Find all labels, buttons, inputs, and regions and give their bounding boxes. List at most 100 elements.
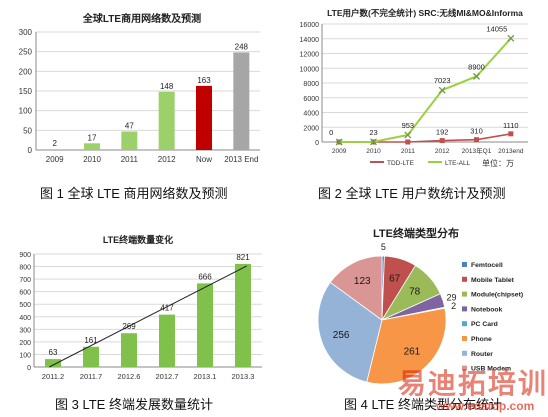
chart-2-ytick: 10000 [300, 66, 320, 73]
chart-2-xtick: 2012 [435, 148, 450, 155]
chart-2-data-label: 953 [402, 121, 415, 130]
chart-2-title: LTE用户数(不完全统计) SRC:无线MI&MO&Informa [327, 8, 523, 18]
chart-4-slice [317, 281, 383, 383]
chart-2-ytick: 6000 [303, 96, 319, 103]
chart-4-slice [329, 255, 383, 321]
chart-2-data-label: 8900 [468, 62, 485, 71]
chart-3-ytick: 400 [19, 315, 31, 322]
chart-2-data-label: 310 [470, 127, 483, 136]
watermark-url: www.edatop.com [436, 399, 535, 413]
chart-3-xtick: 2012.7 [156, 372, 179, 381]
chart-1-ytick: 150 [19, 87, 33, 96]
chart-1-ytick: 0 [28, 146, 33, 155]
chart-1-bar [233, 52, 250, 150]
chart-3-xtick: 2013.3 [232, 372, 255, 381]
chart-1-ytick: 100 [19, 107, 33, 116]
chart-4-data-label: 67 [389, 273, 401, 284]
caption-fig1: 图 1 全球 LTE 商用网络数及预测 [40, 186, 228, 201]
chart-2-data-label: 0 [329, 128, 333, 137]
chart-2-legend-label: LTE-ALL [445, 160, 471, 167]
chart-4-data-label: 2 [451, 301, 456, 311]
chart-2-ytick: 0 [315, 140, 319, 147]
chart-3-data-label: 821 [236, 253, 250, 262]
chart-2-data-label: 192 [436, 128, 449, 137]
chart-3-data-label: 63 [49, 348, 58, 357]
chart-3-xtick: 2011.2 [42, 372, 64, 381]
chart-4: LTE终端类型分布 5 67 78 292 261 256 123 Femtocell Mobil… [317, 226, 523, 385]
chart-3-data-label: 269 [122, 322, 136, 331]
chart-1-xtick: 2013 End [224, 155, 258, 164]
chart-1-xtick: 2011 [121, 155, 139, 164]
chart-3-xtick: 2012.6 [118, 372, 141, 381]
chart-1-data-label: 17 [88, 133, 97, 142]
chart-2-xtick: 2013end [498, 148, 524, 155]
chart-2-point [474, 137, 479, 143]
chart-1-data-label: 248 [235, 42, 249, 51]
chart-3-bar [121, 333, 137, 367]
chart-1-data-label: 148 [160, 82, 174, 91]
chart-panel-1: 全球LTE商用网络数及预测 0 50 100 150 200 250 300 2 2009 17 20… [4, 2, 272, 177]
chart-4-data-label: 261 [404, 347, 421, 358]
chart-4-data-label: 29 [446, 293, 456, 303]
chart-2-point [404, 131, 412, 139]
chart-2-data-label: 1110 [503, 121, 519, 130]
chart-1-ytick: 200 [19, 67, 33, 76]
chart-panel-4: LTE终端类型分布 5 67 78 29 2 261 256 123 Femtocell Mobil… [306, 220, 546, 390]
chart-2-point [335, 138, 343, 146]
chart-2-point [405, 139, 411, 145]
chart-3-title: LTE终端数量变化 [103, 234, 173, 245]
chart-3-bar [83, 346, 99, 367]
chart-1-bar [121, 131, 138, 150]
chart-2-xtick: 2009 [332, 148, 347, 155]
chart-3-bar [159, 314, 175, 367]
chart-2-ytick: 2000 [303, 125, 319, 132]
chart-3-xtick: 2013.1 [194, 372, 217, 381]
caption-fig4: 图 4 LTE 终端类型分布统计 [344, 397, 502, 412]
chart-4-legend-label: Notebook [471, 306, 503, 313]
chart-1: 全球LTE商用网络数及预测 0 50 100 150 200 250 300 2 2009 17 20… [19, 12, 260, 164]
chart-2-ytick: 8000 [303, 81, 319, 88]
chart-4-legend-swatch [462, 321, 467, 327]
chart-3-bar [235, 263, 251, 367]
chart-1-bar [196, 85, 212, 150]
chart-2: LTE用户数(不完全统计) SRC:无线MI&MO&Informa 0 2000 40… [300, 8, 528, 168]
chart-4-legend-swatch [462, 365, 467, 371]
chart-4-data-label: 78 [409, 286, 421, 297]
chart-2-series-line [339, 37, 512, 143]
chart-2-point [507, 34, 515, 42]
chart-4-legend-swatch [462, 306, 467, 312]
chart-3-ytick: 800 [19, 265, 31, 272]
chart-4-legend-label: Phone [471, 336, 492, 343]
chart-1-bar [158, 91, 175, 150]
caption-fig3: 图 3 LTE 终端发展数量统计 [55, 397, 213, 412]
chart-4-data-label: 256 [333, 330, 350, 341]
chart-3-data-label: 161 [84, 336, 98, 345]
chart-2-point [438, 86, 446, 94]
chart-2-unit-label: 单位：万 [482, 158, 514, 168]
chart-2-xtick: 2013年Q1 [462, 146, 492, 155]
chart-2-xtick: 2011 [401, 148, 415, 155]
chart-3-xtick: 2011.7 [80, 372, 102, 381]
chart-panel-3: LTE终端数量变化 0 100 200 300 400 500 600 700 800 900 63 2… [4, 224, 272, 390]
chart-1-xtick: 2010 [83, 155, 101, 164]
chart-panel-2: LTE用户数(不完全统计) SRC:无线MI&MO&Informa 0 2000 40… [278, 2, 546, 177]
chart-3-ytick: 900 [19, 252, 31, 259]
chart-1-ytick: 300 [19, 28, 33, 37]
chart-4-legend-label: USB Modem [471, 366, 511, 373]
chart-3-ytick: 0 [27, 365, 31, 372]
chart-4-legend-label: Femtocell [471, 262, 503, 269]
chart-4-title: LTE终端类型分布 [373, 226, 459, 240]
chart-1-xtick: Now [196, 155, 212, 164]
watermark-main: 易迪拓培训 [398, 368, 548, 399]
chart-1-title: 全球LTE商用网络数及预测 [82, 12, 201, 25]
chart-3-data-label: 666 [198, 272, 212, 281]
chart-4-legend-swatch [462, 291, 467, 297]
caption-fig2: 图 2 全球 LTE 用户数统计及预测 [318, 186, 506, 201]
chart-3-ytick: 200 [19, 340, 31, 347]
chart-3-trendline [48, 265, 248, 368]
chart-3-ytick: 500 [19, 302, 31, 309]
chart-3-data-label: 417 [160, 304, 174, 313]
chart-3-ytick: 700 [19, 277, 31, 284]
chart-4-legend-swatch [462, 262, 467, 267]
chart-4-data-label: 123 [354, 276, 371, 287]
